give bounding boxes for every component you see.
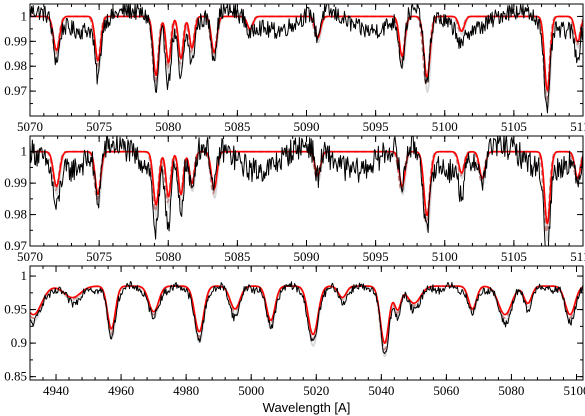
x-tick-label: 5110 bbox=[570, 119, 585, 134]
y-tick-label: 0.85 bbox=[4, 369, 27, 384]
series-observed-0 bbox=[30, 136, 583, 246]
panel-1: 5070 5075 5080 5085 5090 5095 5100 5105 5110 0.97… bbox=[4, 3, 585, 134]
y-tick-label: 0.97 bbox=[4, 83, 27, 98]
x-tick-label: 5095 bbox=[363, 119, 389, 134]
plot-area bbox=[30, 4, 583, 114]
series-model-1 bbox=[30, 15, 583, 109]
x-tick-label: 5075 bbox=[86, 119, 112, 134]
y-tick-label: 0.95 bbox=[4, 302, 27, 317]
x-tick-label: 5100 bbox=[563, 383, 585, 398]
panel-2: 5070 5075 5080 5085 5090 5095 5100 5105 5110 0.97… bbox=[4, 135, 585, 264]
series-observed-0 bbox=[30, 4, 583, 114]
x-tick-label: 5000 bbox=[238, 383, 264, 398]
x-tick-label: 5090 bbox=[294, 119, 320, 134]
x-tick-label: 5060 bbox=[433, 383, 459, 398]
plot-area bbox=[30, 281, 583, 358]
x-tick-label: 4980 bbox=[173, 383, 199, 398]
x-tick-label: 5110 bbox=[570, 249, 585, 264]
x-tick-label: 5075 bbox=[86, 249, 112, 264]
x-tick-label: 5070 bbox=[17, 249, 43, 264]
x-tick-label: 5080 bbox=[155, 119, 181, 134]
y-tick-label: 0.97 bbox=[4, 238, 27, 253]
series-model-1 bbox=[30, 285, 583, 358]
y-tick-label: 0.99 bbox=[4, 33, 27, 48]
x-tick-label: 5080 bbox=[155, 249, 181, 264]
x-tick-label: 5090 bbox=[294, 249, 320, 264]
series-model-2 bbox=[30, 15, 583, 100]
y-tick-label: 0.98 bbox=[4, 207, 27, 222]
x-tick-label: 5105 bbox=[501, 249, 527, 264]
plot-frame bbox=[29, 265, 584, 381]
y-tick-label: 0.9 bbox=[11, 335, 27, 350]
x-tick-label: 5080 bbox=[498, 383, 524, 398]
series-model-1 bbox=[30, 150, 583, 242]
series-model-3 bbox=[30, 15, 583, 92]
x-tick-label: 5105 bbox=[501, 119, 527, 134]
series-model-2 bbox=[30, 150, 583, 234]
panel-3: 4940 4960 4980 5000 5020 5040 5060 5080 5100 0.85… bbox=[4, 265, 585, 415]
x-tick-label: 5085 bbox=[224, 119, 250, 134]
x-tick-label: 5100 bbox=[432, 249, 458, 264]
y-tick-label: 1 bbox=[21, 8, 28, 23]
x-tick-label: 5070 bbox=[17, 119, 43, 134]
x-tick-label: 5020 bbox=[303, 383, 329, 398]
series-model-3 bbox=[30, 150, 583, 225]
series-model-2 bbox=[30, 285, 583, 351]
y-tick-label: 0.99 bbox=[4, 175, 27, 190]
x-tick-label: 5100 bbox=[432, 119, 458, 134]
x-tick-label: 4960 bbox=[108, 383, 134, 398]
x-tick-label: 5040 bbox=[368, 383, 394, 398]
x-tick-label: 5085 bbox=[224, 249, 250, 264]
x-axis-title: Wavelength [A] bbox=[263, 400, 351, 415]
plot-area bbox=[30, 136, 583, 246]
y-tick-label: 1 bbox=[21, 144, 28, 159]
x-tick-label: 5095 bbox=[363, 249, 389, 264]
y-tick-label: 1 bbox=[21, 268, 28, 283]
x-tick-label: 4940 bbox=[43, 383, 69, 398]
series-observed-0 bbox=[30, 281, 583, 355]
y-tick-label: 0.98 bbox=[4, 58, 27, 73]
